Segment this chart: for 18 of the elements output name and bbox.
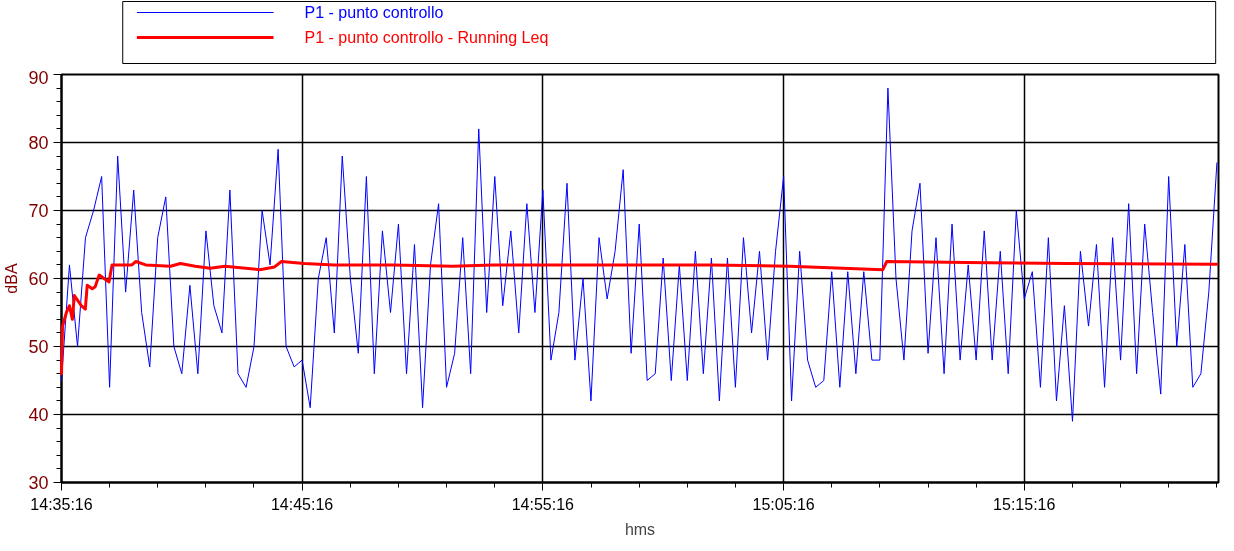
- x-axis-title: hms: [624, 520, 656, 538]
- y-axis-title: dBA: [3, 263, 21, 294]
- x-tick-label: 14:35:16: [30, 495, 93, 513]
- text: P1 - punto controllo - Running Leq: [304, 29, 549, 46]
- line-series: [60, 260, 1219, 376]
- y-tick-label: 80: [28, 133, 49, 153]
- x-tick-label: 15:05:16: [752, 495, 815, 513]
- y-tick-label: 90: [28, 67, 49, 88]
- y-tick-label: 50: [28, 337, 49, 357]
- y-tick-label: 30: [28, 473, 49, 493]
- line-series: [61, 87, 1218, 422]
- y-tick-label: 60: [28, 269, 49, 289]
- x-tick-label: 14:55:16: [511, 495, 575, 513]
- text: P1 - punto controllo: [304, 4, 444, 21]
- x-tick-label: 14:45:16: [270, 495, 334, 513]
- x-tick-label: 15:15:16: [993, 495, 1056, 513]
- y-tick-label: 70: [28, 201, 49, 221]
- y-tick-label: 40: [28, 405, 49, 425]
